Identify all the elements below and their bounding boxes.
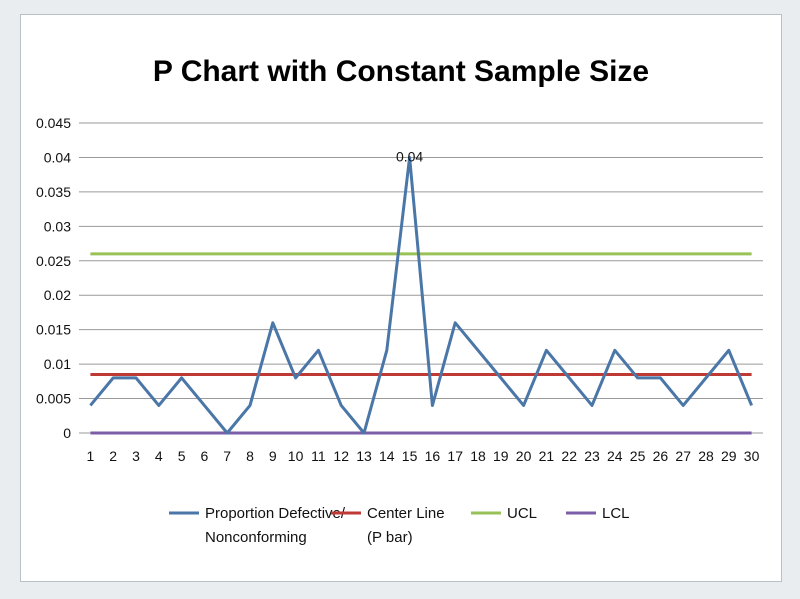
legend-label: (P bar) (367, 529, 413, 546)
x-tick-label: 12 (333, 448, 349, 464)
x-tick-label: 24 (607, 448, 623, 464)
x-tick-label: 25 (630, 448, 646, 464)
chart-frame: P Chart with Constant Sample Size 0 0.005… (20, 14, 782, 582)
y-tick-label: 0.045 (36, 115, 71, 131)
x-axis-tick-labels: 1 2 3 4 5 6 7 8 9 10 11 12 13 14 15 16 17 18 19 20 21 22 23 24 2… (87, 448, 760, 464)
x-tick-label: 8 (246, 448, 254, 464)
legend-label: Center Line (367, 505, 445, 522)
x-tick-label: 5 (178, 448, 186, 464)
x-tick-label: 10 (288, 448, 304, 464)
x-tick-label: 21 (539, 448, 555, 464)
data-labels: 0.04 (396, 148, 423, 164)
x-tick-label: 27 (675, 448, 691, 464)
y-axis-tick-labels: 0 0.005 0.01 0.015 0.02 0.025 0.03 0.035 0.04 0.0… (36, 115, 71, 441)
x-tick-label: 15 (402, 448, 418, 464)
x-tick-label: 19 (493, 448, 509, 464)
x-tick-label: 18 (470, 448, 486, 464)
x-tick-label: 26 (653, 448, 669, 464)
x-tick-label: 14 (379, 448, 395, 464)
x-tick-label: 20 (516, 448, 532, 464)
x-tick-label: 1 (87, 448, 95, 464)
legend: Proportion Defective/Nonconforming Center… (169, 505, 630, 546)
x-tick-label: 2 (109, 448, 117, 464)
y-tick-label: 0.025 (36, 253, 71, 269)
x-tick-label: 22 (561, 448, 577, 464)
series-line (89, 155, 753, 435)
x-tick-label: 13 (356, 448, 372, 464)
x-tick-label: 4 (155, 448, 163, 464)
x-tick-label: 6 (201, 448, 209, 464)
legend-label: UCL (507, 505, 537, 522)
chart-title: P Chart with Constant Sample Size (153, 55, 649, 88)
x-tick-label: 23 (584, 448, 600, 464)
x-tick-label: 30 (744, 448, 760, 464)
y-tick-label: 0.04 (44, 149, 71, 165)
y-tick-label: 0.035 (36, 184, 71, 200)
x-tick-label: 9 (269, 448, 277, 464)
data-label: 0.04 (396, 148, 423, 164)
x-tick-label: 7 (223, 448, 231, 464)
y-tick-label: 0.01 (44, 356, 71, 372)
y-tick-label: 0.03 (44, 218, 71, 234)
x-tick-label: 11 (311, 448, 326, 464)
x-tick-label: 28 (698, 448, 714, 464)
y-tick-label: 0.02 (44, 287, 71, 303)
x-tick-label: 3 (132, 448, 140, 464)
chart-svg: P Chart with Constant Sample Size 0 0.005… (36, 55, 763, 546)
legend-label: Nonconforming (205, 529, 307, 546)
legend-label: LCL (602, 505, 630, 522)
x-tick-label: 17 (447, 448, 463, 464)
x-tick-label: 29 (721, 448, 737, 464)
x-tick-label: 16 (425, 448, 441, 464)
legend-label: Proportion Defective/ (205, 505, 346, 522)
series-lines (89, 155, 753, 435)
y-tick-label: 0.015 (36, 322, 71, 338)
y-tick-label: 0.005 (36, 391, 71, 407)
y-tick-label: 0 (63, 425, 71, 441)
